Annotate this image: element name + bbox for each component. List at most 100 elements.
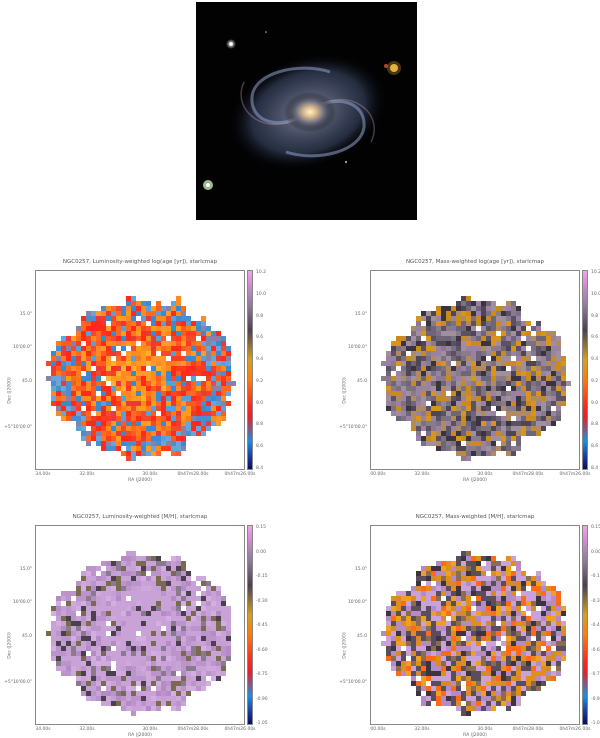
colorbar-tick-label: 10.0 <box>256 291 267 297</box>
y-tick-label: +5°10'00.0" <box>339 680 367 685</box>
panel-lum-metal: NGC0257, Luminosity-weighted [M/H], star… <box>4 514 305 738</box>
colorbar-tick-label: 9.2 <box>256 378 264 384</box>
x-axis-label: RA (J2000) <box>463 733 487 738</box>
galaxy-photo <box>196 2 417 220</box>
colorbar-tick-label: 9.4 <box>591 357 599 363</box>
colorbar-tick-label: 10.2 <box>256 270 267 275</box>
colorbar-tick-label: -0.30 <box>256 598 268 604</box>
colorbar-tick-label: 8.4 <box>256 466 264 471</box>
colorbar-tick-label: 9.2 <box>591 378 599 384</box>
y-tick-label: 45.0 <box>356 379 367 384</box>
y-tick-label: 10'00.0" <box>12 600 32 605</box>
x-axis-label: RA (J2000) <box>128 478 152 483</box>
colorbar-tick-label: -0.30 <box>591 598 600 604</box>
colorbar-tick-label: 9.0 <box>256 400 264 406</box>
x-tick-label: 34.00s <box>35 727 51 732</box>
colorbar-tick-label: -0.60 <box>591 647 600 653</box>
colorbar-tick-label: -0.75 <box>591 672 600 677</box>
colorbar-tick-label: -0.45 <box>256 623 268 628</box>
panel-lum-age: NGC0257, Luminosity-weighted log(age [yr… <box>4 259 305 483</box>
colorbar-tick-label: 10.2 <box>591 270 600 275</box>
y-tick-label: +5°10'00.0" <box>339 425 367 430</box>
colorbar-tick-label: 0.00 <box>591 549 600 555</box>
panel-title: NGC0257, Luminosity-weighted [M/H], star… <box>72 514 208 520</box>
x-tick-label: 32.00s <box>79 727 95 732</box>
y-tick-label: 15.0" <box>354 567 367 572</box>
pixel-map <box>381 296 571 461</box>
x-tick-label: 0h47m26.00s <box>559 472 591 477</box>
colorbar-tick-label: -0.15 <box>591 574 600 579</box>
x-tick-label: 32.00s <box>79 472 95 477</box>
colorbar-tick-label: 8.4 <box>591 466 599 471</box>
colorbar-tick-label: 9.6 <box>256 335 264 341</box>
colorbar-tick-label: 8.6 <box>256 444 264 450</box>
x-tick-label: 0h47m28.00s <box>512 472 544 477</box>
panel-title: NGC0257, Mass-weighted log(age [yr]), st… <box>405 259 545 265</box>
y-tick-label: 15.0" <box>19 312 32 317</box>
pixel-map <box>46 551 231 716</box>
map-frame <box>370 525 580 725</box>
y-tick-label: 10'00.0" <box>347 345 367 350</box>
colorbar-tick-label: 0.15 <box>591 525 600 530</box>
colorbar-tick-label: 9.8 <box>256 313 264 319</box>
colorbar-tick-label: -0.90 <box>591 696 600 702</box>
y-tick-label: +5°10'00.0" <box>4 680 32 685</box>
x-tick-label: 30.00s <box>477 472 493 477</box>
colorbar-tick-label: 9.8 <box>591 313 599 319</box>
colorbar-tick-label: 8.6 <box>591 444 599 450</box>
x-tick-label: 30.00s <box>142 727 158 732</box>
colorbar-tick-label: 10.0 <box>591 291 600 297</box>
y-tick-label: +5°10'00.0" <box>4 425 32 430</box>
y-tick-label: 15.0" <box>354 312 367 317</box>
colorbar-tick-label: -0.90 <box>256 696 268 702</box>
x-tick-label: 30.00s <box>142 472 158 477</box>
y-axis-label: Dec (J2000) <box>342 377 348 404</box>
colorbar-tick-label: 9.6 <box>591 335 599 341</box>
x-tick-label: 32.00s <box>414 727 430 732</box>
colorbar <box>582 270 588 470</box>
panel-title: NGC0257, Mass-weighted [M/H], starlcmap <box>415 514 535 520</box>
y-tick-label: 15.0" <box>19 567 32 572</box>
y-tick-label: 45.0 <box>356 634 367 639</box>
y-tick-label: 45.0 <box>21 634 32 639</box>
y-tick-label: 45.0 <box>21 379 32 384</box>
colorbar <box>247 525 253 725</box>
colorbar-tick-label: 9.0 <box>591 400 599 406</box>
map-frame <box>35 270 245 470</box>
colorbar-tick-label: -0.45 <box>591 623 600 628</box>
x-tick-label: 00.00s <box>370 727 386 732</box>
map-frame <box>35 525 245 725</box>
colorbar-tick-label: 9.4 <box>256 357 264 363</box>
colorbar-tick-label: 0.15 <box>256 525 267 530</box>
colorbar <box>582 525 588 725</box>
colorbar-tick-label: -0.75 <box>256 672 268 677</box>
x-tick-label: 0h47m26.00s <box>224 472 256 477</box>
y-tick-label: 10'00.0" <box>347 600 367 605</box>
y-axis-label: Dec (J2000) <box>7 632 13 659</box>
y-tick-label: 10'00.0" <box>12 345 32 350</box>
x-tick-label: 0h47m28.00s <box>512 727 544 732</box>
y-axis-label: Dec (J2000) <box>342 632 348 659</box>
x-tick-label: 34.00s <box>35 472 51 477</box>
y-axis-label: Dec (J2000) <box>7 377 13 404</box>
colorbar-tick-label: 8.8 <box>591 422 599 428</box>
colorbar-tick-label: -0.60 <box>256 647 268 653</box>
colorbar-tick-label: 8.8 <box>256 422 264 428</box>
galaxy-image <box>196 2 417 220</box>
x-tick-label: 32.00s <box>414 472 430 477</box>
colorbar-tick-label: -1.05 <box>591 721 600 726</box>
x-tick-label: 0h47m28.00s <box>177 727 209 732</box>
panel-title: NGC0257, Luminosity-weighted log(age [yr… <box>62 259 218 265</box>
x-tick-label: 30.00s <box>477 727 493 732</box>
map-frame <box>370 270 580 470</box>
colorbar <box>247 270 253 470</box>
colorbar-tick-label: -0.15 <box>256 574 268 579</box>
x-axis-label: RA (J2000) <box>463 478 487 483</box>
panel-mass-age: NGC0257, Mass-weighted log(age [yr]), st… <box>339 259 600 483</box>
x-axis-label: RA (J2000) <box>128 733 152 738</box>
x-tick-label: 0h47m28.00s <box>177 472 209 477</box>
x-tick-label: 0h47m26.00s <box>224 727 256 732</box>
colorbar-tick-label: -1.05 <box>256 721 268 726</box>
x-tick-label: 0h47m26.00s <box>559 727 591 732</box>
panel-mass-metal: NGC0257, Mass-weighted [M/H], starlcmap 1… <box>339 514 600 738</box>
